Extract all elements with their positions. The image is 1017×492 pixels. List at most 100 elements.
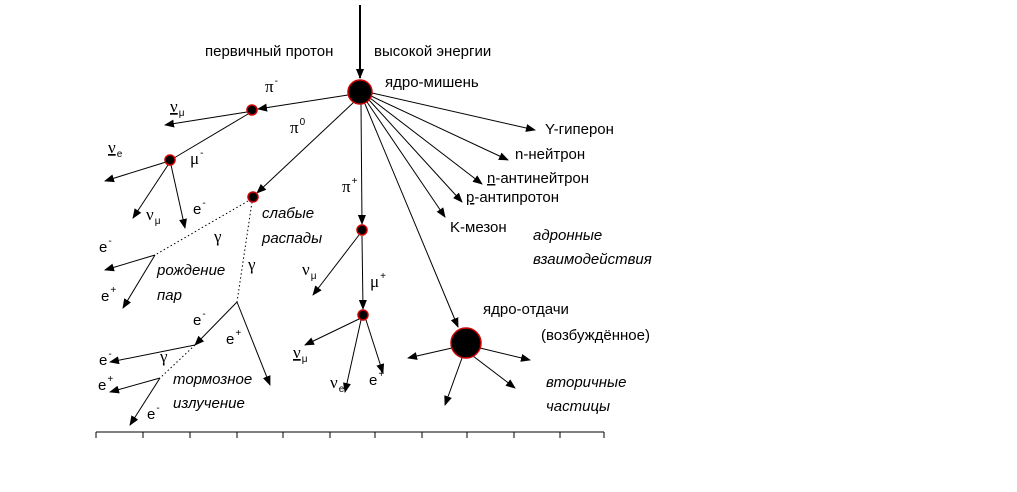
edge <box>109 377 161 394</box>
edge <box>479 347 531 362</box>
edges <box>104 5 536 426</box>
subscript: μ <box>179 108 185 119</box>
edge <box>365 319 385 374</box>
superscript: - <box>275 76 278 87</box>
label: ν <box>302 260 310 279</box>
label: γ <box>159 347 168 366</box>
label: e <box>226 331 234 348</box>
recoil-nucleus <box>450 327 482 359</box>
baseline <box>95 431 605 438</box>
label: π <box>290 118 299 137</box>
label: пар <box>157 287 182 304</box>
label: n-нейтрон <box>515 146 585 163</box>
label: μ <box>370 272 379 291</box>
edge <box>164 111 248 128</box>
label: адронные <box>533 227 602 244</box>
edge <box>109 344 196 365</box>
superscript: + <box>235 328 241 339</box>
label: e <box>99 239 107 256</box>
edge <box>312 234 360 296</box>
node <box>247 191 259 203</box>
superscript: + <box>352 176 358 187</box>
subscript: μ <box>155 216 161 227</box>
edge <box>472 355 516 389</box>
superscript: - <box>156 403 159 414</box>
edge <box>129 377 161 426</box>
label: e <box>99 352 107 369</box>
edge <box>104 254 156 272</box>
subscript: e <box>339 384 345 395</box>
label: ν <box>170 97 178 116</box>
label: высокой энергии <box>374 43 491 60</box>
label: -антинейтрон <box>495 170 589 187</box>
label: n <box>487 170 495 187</box>
superscript: - <box>108 236 111 247</box>
label: μ <box>190 149 199 168</box>
edge <box>256 101 355 194</box>
node <box>246 104 258 116</box>
superscript: + <box>110 285 116 296</box>
label: ядро-мишень <box>385 74 479 91</box>
label: излучение <box>173 395 245 412</box>
photon <box>154 200 249 256</box>
label: ν <box>146 205 154 224</box>
label: π <box>265 77 274 96</box>
superscript: + <box>107 374 113 385</box>
edge <box>304 318 360 346</box>
target-nucleus <box>347 79 373 105</box>
edge <box>357 103 366 225</box>
label: ν <box>108 138 116 157</box>
subscript: μ <box>311 271 317 282</box>
edge <box>366 101 446 218</box>
label: взаимодействия <box>533 251 652 268</box>
superscript: - <box>202 309 205 320</box>
edge <box>343 319 362 393</box>
edge <box>132 164 169 219</box>
superscript: + <box>378 369 384 380</box>
label: ν <box>330 373 338 392</box>
edge <box>444 357 463 406</box>
label: тормозное <box>173 371 252 388</box>
subscript: e <box>117 149 123 160</box>
node <box>164 154 176 166</box>
subscript: μ <box>302 354 308 365</box>
label: рождение <box>156 262 225 279</box>
label: (возбуждённое) <box>541 327 650 344</box>
superscript: - <box>200 148 203 159</box>
label: вторичные <box>546 374 626 391</box>
nodes <box>164 79 482 359</box>
label: частицы <box>546 398 610 415</box>
edge <box>236 301 271 386</box>
superscript: - <box>108 349 111 360</box>
edge <box>369 97 483 185</box>
superscript: + <box>380 271 386 282</box>
edge <box>407 347 453 360</box>
node <box>356 224 368 236</box>
node <box>357 309 369 321</box>
label: p <box>466 189 474 206</box>
label: e <box>193 312 201 329</box>
label: e <box>193 201 201 218</box>
label: -антипротон <box>474 189 559 206</box>
label: γ <box>213 227 222 246</box>
edge <box>257 94 349 112</box>
superscript: 0 <box>300 117 306 128</box>
edge <box>104 161 167 183</box>
edge <box>170 164 187 229</box>
label: первичный протон <box>205 43 333 60</box>
edge <box>173 113 249 159</box>
label: e <box>101 288 109 305</box>
edge <box>122 254 156 309</box>
label: e <box>369 372 377 389</box>
label: π <box>342 177 351 196</box>
label: ν <box>293 343 301 362</box>
label: ядро-отдачи <box>483 301 569 318</box>
edge <box>364 103 459 328</box>
edge <box>370 95 509 161</box>
edge <box>368 99 463 203</box>
edge <box>371 92 536 132</box>
label: Y-гиперон <box>545 121 614 138</box>
superscript: - <box>202 198 205 209</box>
photon <box>236 201 253 303</box>
